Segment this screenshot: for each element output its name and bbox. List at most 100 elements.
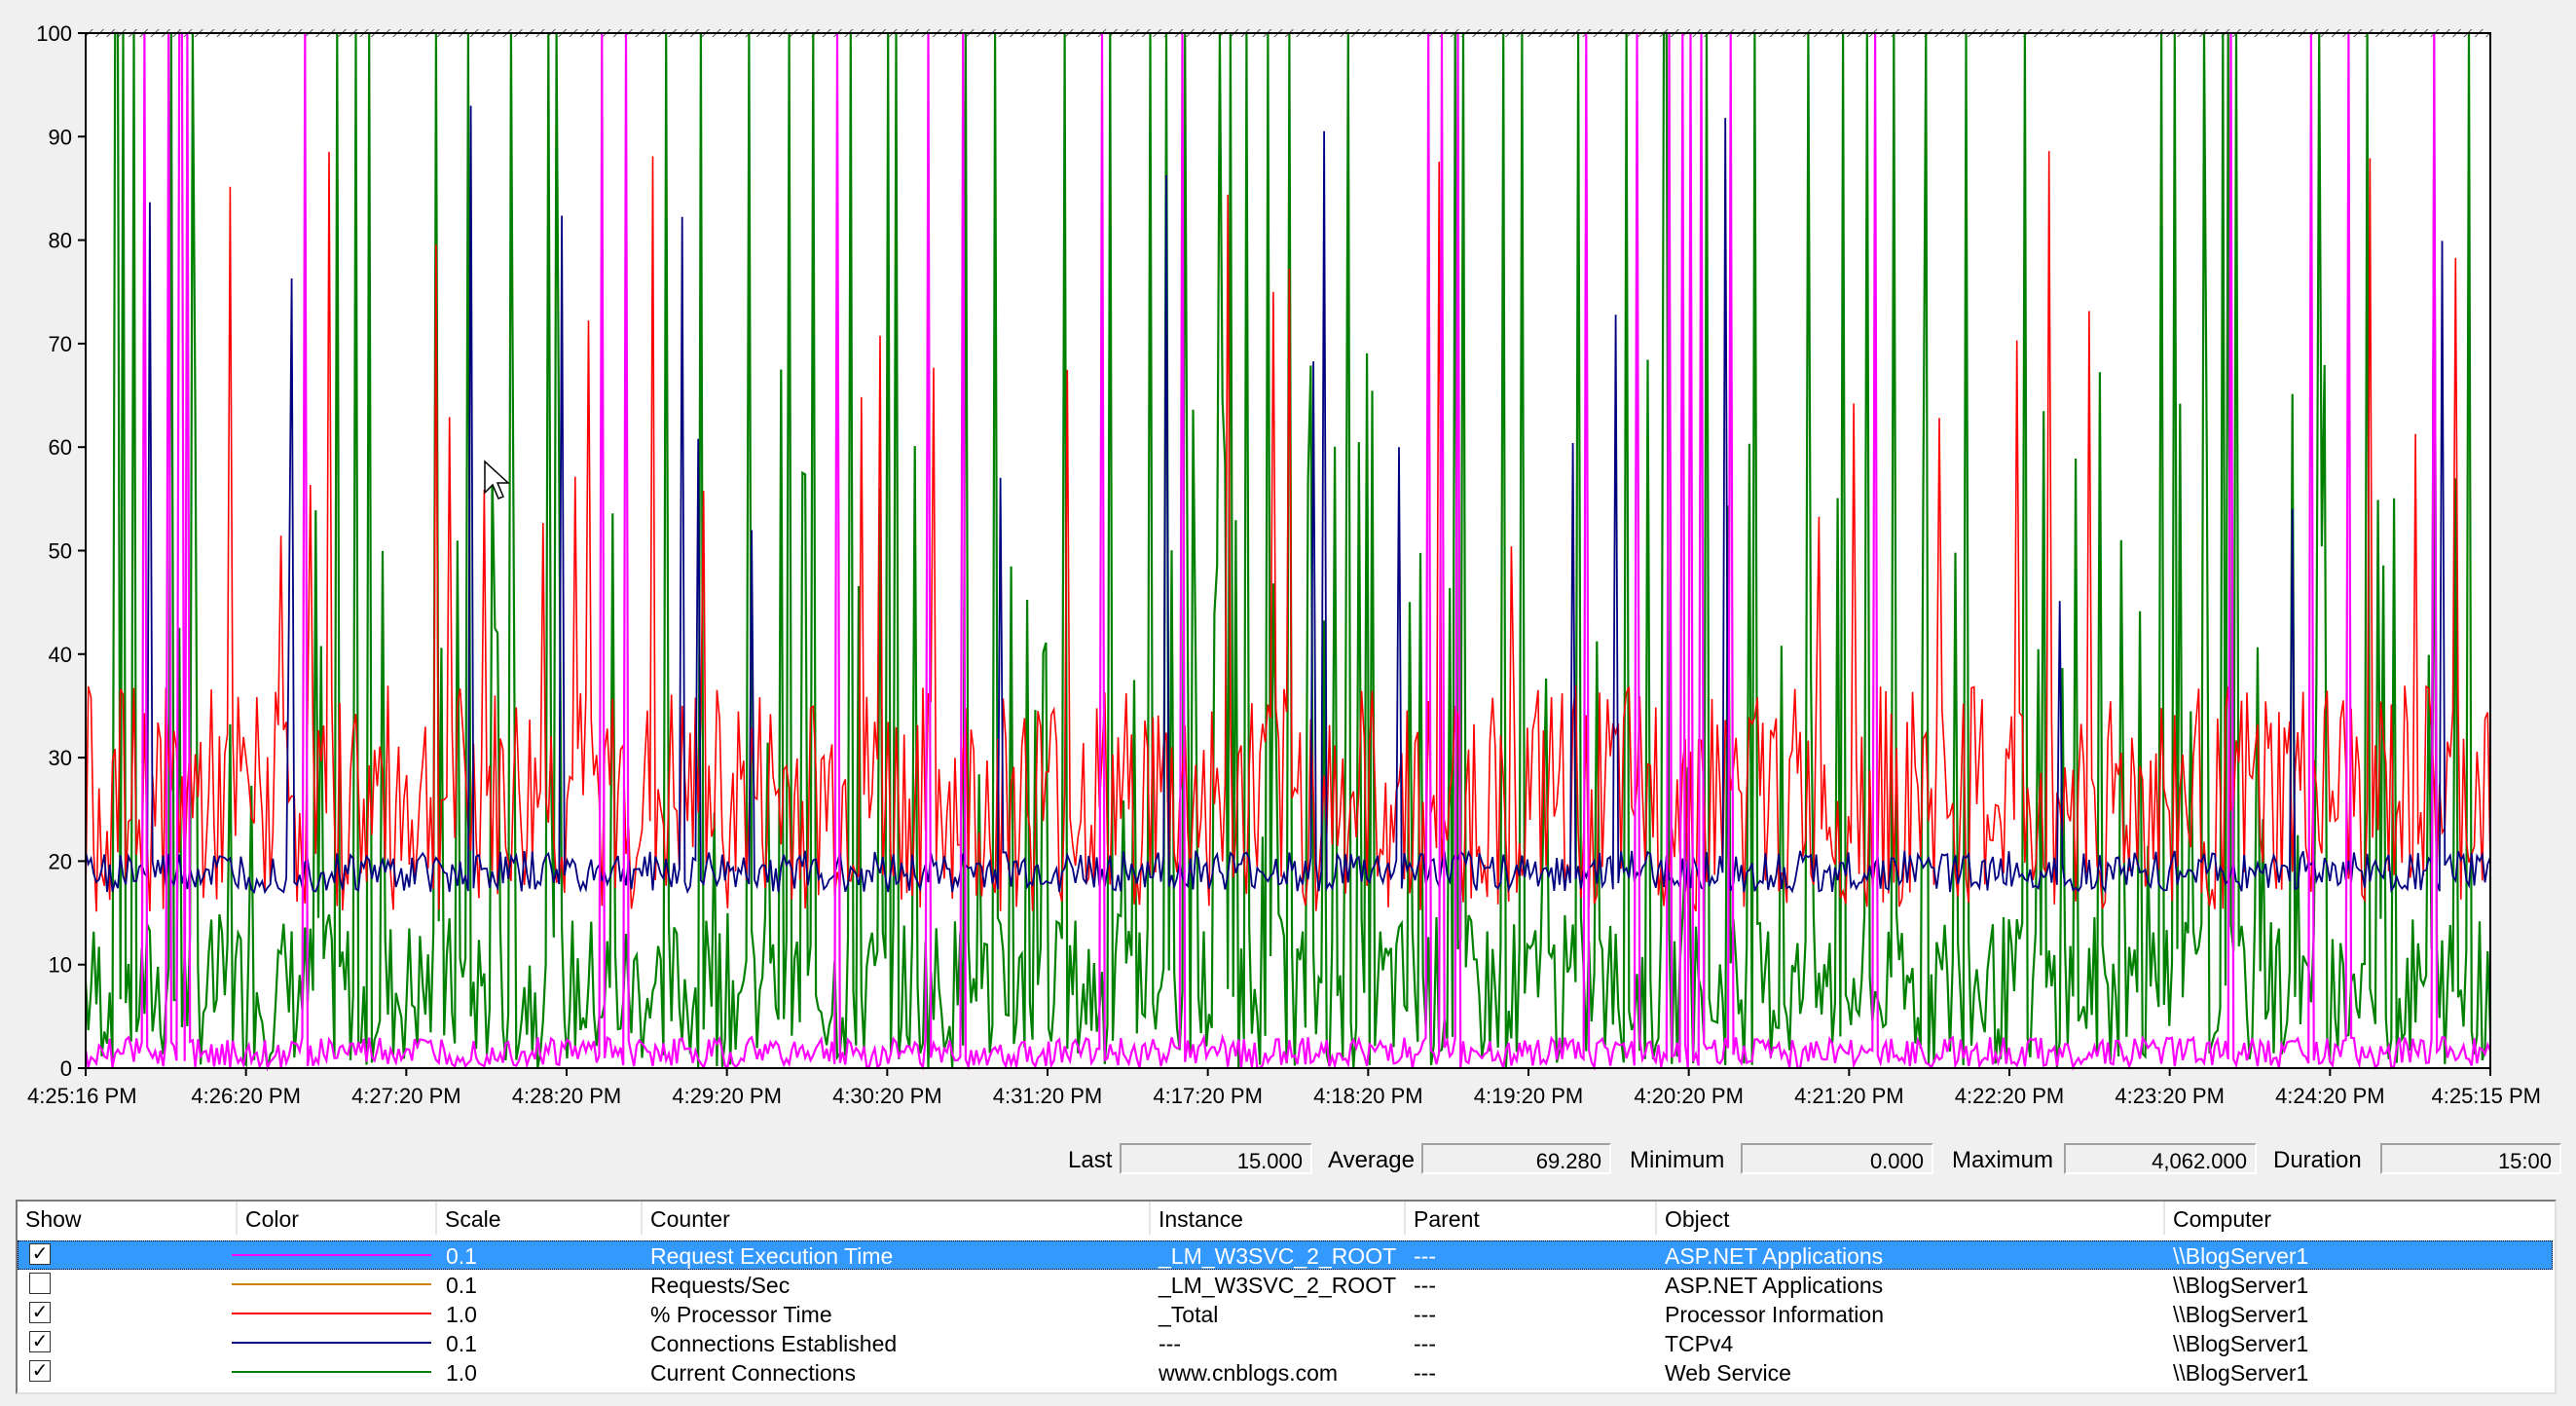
header-counter[interactable]: Counter (643, 1202, 1151, 1235)
x-tick-label: 4:23:20 PM (2115, 1084, 2225, 1108)
object-cell: Processor Information (1665, 1302, 1884, 1327)
y-tick-label: 90 (49, 125, 72, 149)
y-tick-label: 50 (49, 539, 72, 564)
x-tick-label: 4:27:20 PM (351, 1084, 461, 1108)
show-checkbox[interactable]: ✓ (29, 1302, 51, 1323)
duration-value: 15:00 (2380, 1143, 2561, 1174)
legend-row[interactable]: ✓ 1.0 % Processor Time _Total --- Proces… (18, 1299, 2555, 1328)
minimum-label: Minimum (1630, 1147, 1725, 1173)
counter-legend-table[interactable]: Show Color Scale Counter Instance Parent… (16, 1200, 2557, 1394)
x-tick-label: 4:18:20 PM (1313, 1084, 1423, 1108)
y-tick-label: 60 (49, 435, 72, 460)
selection-highlight (18, 1240, 2553, 1270)
parent-cell: --- (1414, 1331, 1436, 1356)
header-show[interactable]: Show (18, 1202, 238, 1235)
instance-cell: www.cnblogs.com (1159, 1360, 1339, 1386)
computer-cell: \\BlogServer1 (2173, 1360, 2309, 1386)
instance-cell: --- (1159, 1331, 1181, 1356)
computer-cell: \\BlogServer1 (2173, 1302, 2309, 1327)
header-object[interactable]: Object (1657, 1202, 2165, 1235)
object-cell: ASP.NET Applications (1665, 1273, 1884, 1298)
header-color[interactable]: Color (238, 1202, 437, 1235)
y-tick-label: 70 (49, 332, 72, 356)
x-tick-label: 4:25:15 PM (2431, 1084, 2541, 1108)
y-tick-label: 30 (49, 746, 72, 770)
header-computer[interactable]: Computer (2173, 1206, 2271, 1232)
legend-header: Show Color Scale Counter Instance Parent… (18, 1202, 2555, 1237)
y-tick-label: 20 (49, 849, 72, 873)
object-cell: Web Service (1665, 1360, 1791, 1386)
scale-cell: 0.1 (446, 1273, 477, 1298)
instance-cell: _Total (1159, 1302, 1219, 1327)
scale-cell: 1.0 (446, 1302, 477, 1327)
series-line-connections-established (85, 38, 2491, 895)
header-scale[interactable]: Scale (437, 1202, 643, 1235)
x-tick-label: 4:26:20 PM (191, 1084, 301, 1108)
parent-cell: --- (1414, 1243, 1436, 1269)
series-color-swatch (232, 1371, 431, 1373)
stats-bar: Last 15.000 Average 69.280 Minimum 0.000… (0, 1141, 2576, 1182)
x-tick-label: 4:22:20 PM (1955, 1084, 2065, 1108)
parent-cell: --- (1414, 1302, 1436, 1327)
counter-cell: Current Connections (650, 1360, 856, 1386)
series-line-processor-time (85, 151, 2491, 912)
minimum-value: 0.000 (1741, 1143, 1933, 1174)
scale-cell: 0.1 (446, 1331, 477, 1356)
x-tick-label: 4:31:20 PM (993, 1084, 1103, 1108)
header-instance[interactable]: Instance (1151, 1202, 1406, 1235)
instance-cell: _LM_W3SVC_2_ROOT (1159, 1273, 1397, 1298)
last-value: 15.000 (1120, 1143, 1312, 1174)
maximum-label: Maximum (1952, 1147, 2054, 1173)
x-tick-label: 4:21:20 PM (1794, 1084, 1904, 1108)
series-color-swatch (232, 1313, 431, 1314)
scale-cell: 1.0 (446, 1360, 477, 1386)
series-line-request-execution-time (84, 31, 2492, 1072)
header-parent[interactable]: Parent (1406, 1202, 1657, 1235)
parent-cell: --- (1414, 1273, 1436, 1298)
y-tick-label: 40 (49, 643, 72, 667)
performance-graph[interactable]: 100 90 80 70 60 50 40 30 20 10 0 4:25:16 PM 4:26:20 … (0, 0, 2576, 1129)
show-checkbox[interactable]: ✓ (29, 1360, 51, 1382)
x-tick-label: 4:17:20 PM (1153, 1084, 1263, 1108)
counter-cell: Requests/Sec (650, 1273, 791, 1298)
scale-cell: 0.1 (446, 1243, 477, 1269)
y-tick-label: 80 (49, 229, 72, 253)
legend-row[interactable]: ✓ 0.1 Request Execution Time _LM_W3SVC_2… (18, 1240, 2555, 1270)
x-tick-label: 4:29:20 PM (672, 1084, 782, 1108)
duration-label: Duration (2273, 1147, 2362, 1173)
x-tick-label: 4:30:20 PM (832, 1084, 942, 1108)
computer-cell: \\BlogServer1 (2173, 1273, 2309, 1298)
computer-cell: \\BlogServer1 (2173, 1243, 2309, 1269)
series-color-swatch (232, 1342, 431, 1344)
legend-row[interactable]: ✓ 0.1 Connections Established --- --- TC… (18, 1328, 2555, 1357)
show-checkbox[interactable]: ✓ (29, 1243, 51, 1265)
object-cell: TCPv4 (1665, 1331, 1734, 1356)
average-value: 69.280 (1421, 1143, 1611, 1174)
series-color-swatch (232, 1283, 431, 1285)
legend-row[interactable]: ✓ 1.0 Current Connections www.cnblogs.co… (18, 1357, 2555, 1387)
instance-cell: _LM_W3SVC_2_ROOT (1159, 1243, 1397, 1269)
object-cell: ASP.NET Applications (1665, 1243, 1884, 1269)
show-checkbox[interactable]: ✓ (29, 1331, 51, 1352)
legend-row[interactable]: 0.1 Requests/Sec _LM_W3SVC_2_ROOT --- AS… (18, 1270, 2555, 1299)
parent-cell: --- (1414, 1360, 1436, 1386)
x-tick-label: 4:28:20 PM (512, 1084, 622, 1108)
computer-cell: \\BlogServer1 (2173, 1331, 2309, 1356)
counter-cell: Request Execution Time (650, 1243, 894, 1269)
show-checkbox[interactable] (29, 1273, 51, 1294)
series-color-swatch (232, 1254, 431, 1256)
last-label: Last (1068, 1147, 1113, 1173)
x-tick-label: 4:19:20 PM (1474, 1084, 1584, 1108)
plot-frame (85, 32, 2491, 1069)
x-tick-label: 4:24:20 PM (2275, 1084, 2385, 1108)
maximum-value: 4,062.000 (2064, 1143, 2257, 1174)
y-tick-label: 100 (36, 21, 72, 46)
average-label: Average (1328, 1147, 1415, 1173)
mouse-cursor-icon (484, 460, 510, 500)
counter-cell: Connections Established (650, 1331, 898, 1356)
x-tick-label: 4:25:16 PM (27, 1084, 137, 1108)
y-tick-label: 0 (60, 1056, 72, 1081)
counter-cell: % Processor Time (650, 1302, 832, 1327)
y-tick-label: 10 (49, 953, 72, 978)
